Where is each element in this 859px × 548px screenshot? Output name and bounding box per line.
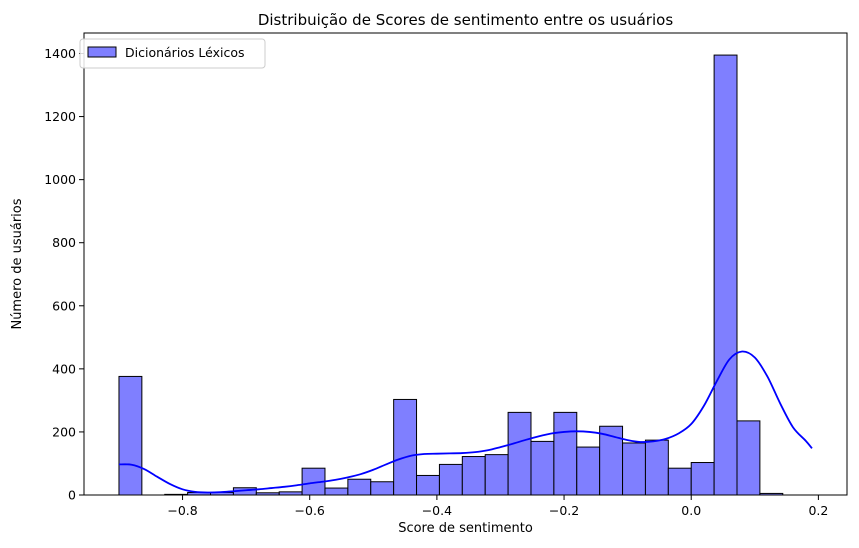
y-tick-label: 1400 bbox=[44, 46, 76, 61]
legend-label: Dicionários Léxicos bbox=[125, 45, 245, 60]
y-tick-label: 1000 bbox=[44, 172, 76, 187]
histogram-bar bbox=[484, 454, 509, 496]
histogram-bar bbox=[644, 439, 669, 496]
legend: Dicionários Léxicos bbox=[79, 38, 266, 69]
y-axis-label: Número de usuários bbox=[10, 198, 25, 329]
y-tick-label: 200 bbox=[52, 424, 76, 439]
histogram-bar bbox=[713, 54, 738, 496]
x-axis-ticks: −0.8 −0.6 −0.4 −0.2 0.0 0.2 bbox=[167, 495, 828, 518]
histogram-bars bbox=[118, 54, 784, 496]
histogram-bar bbox=[667, 467, 692, 496]
legend-swatch bbox=[87, 46, 117, 58]
x-tick-label: 0.0 bbox=[681, 503, 701, 518]
histogram-bar bbox=[416, 474, 440, 496]
histogram-bar bbox=[530, 440, 555, 496]
y-tick-label: 600 bbox=[52, 298, 76, 313]
x-axis-label: Score de sentimento bbox=[398, 521, 533, 536]
x-tick-label: 0.2 bbox=[808, 503, 828, 518]
histogram-bar bbox=[553, 411, 578, 496]
x-tick-label: −0.4 bbox=[422, 503, 452, 518]
histogram-bar bbox=[393, 398, 418, 496]
y-tick-label: 0 bbox=[68, 488, 76, 503]
chart-title: Distribuição de Scores de sentimento ent… bbox=[258, 11, 673, 29]
histogram-bar bbox=[622, 442, 646, 496]
histogram-bar bbox=[347, 478, 372, 496]
y-axis-ticks: 0 200 400 600 800 1000 1200 1400 bbox=[44, 46, 84, 503]
histogram-bar bbox=[461, 456, 486, 496]
histogram-bar bbox=[690, 462, 715, 496]
legend-frame bbox=[79, 38, 266, 69]
histogram-bar bbox=[324, 487, 349, 496]
y-tick-label: 1200 bbox=[44, 109, 76, 124]
plot-frame bbox=[83, 32, 848, 496]
histogram-bar bbox=[370, 481, 395, 496]
x-tick-label: −0.6 bbox=[295, 503, 325, 518]
histogram-bar bbox=[118, 375, 143, 496]
kde-curve bbox=[118, 350, 813, 494]
x-tick-label: −0.2 bbox=[549, 503, 579, 518]
y-tick-label: 400 bbox=[52, 361, 76, 376]
x-tick-label: −0.8 bbox=[167, 503, 197, 518]
histogram-bar bbox=[576, 446, 601, 496]
histogram-bar bbox=[507, 411, 532, 496]
histogram-bar bbox=[736, 420, 761, 496]
histogram-bar bbox=[438, 463, 463, 496]
y-tick-label: 800 bbox=[52, 235, 76, 250]
